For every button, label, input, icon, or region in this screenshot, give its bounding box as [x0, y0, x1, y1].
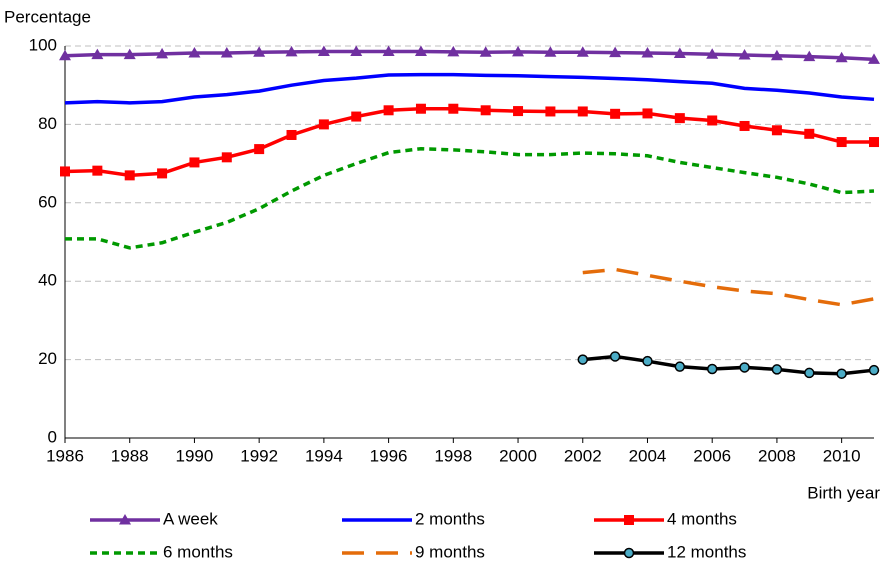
series-line	[582, 354, 875, 376]
marker	[673, 47, 686, 58]
marker	[642, 108, 653, 119]
y-tick-label: 20	[38, 349, 57, 368]
marker	[220, 47, 233, 58]
x-tick-label: 2002	[564, 446, 602, 465]
marker	[415, 103, 426, 114]
x-tick-label: 1988	[111, 446, 149, 465]
marker	[447, 45, 460, 57]
marker	[285, 45, 298, 57]
marker	[577, 106, 588, 117]
marker	[188, 47, 201, 58]
marker	[286, 129, 297, 140]
legend-label: 6 months	[163, 542, 233, 561]
x-tick-label: 2004	[629, 446, 667, 465]
marker	[59, 49, 71, 61]
marker	[739, 362, 750, 373]
marker	[156, 47, 169, 59]
marker	[544, 46, 557, 57]
marker	[868, 53, 880, 64]
legend-label: 9 months	[415, 542, 485, 561]
marker	[609, 351, 621, 362]
series-line	[65, 146, 875, 250]
marker	[189, 157, 200, 168]
marker	[221, 152, 232, 163]
marker	[157, 168, 168, 179]
x-tick-label: 1996	[370, 446, 408, 465]
marker	[351, 111, 362, 122]
x-tick-label: 2006	[693, 446, 731, 465]
y-tick-label: 60	[38, 192, 57, 211]
x-tick-label: 2010	[823, 446, 861, 465]
marker	[835, 51, 848, 63]
marker	[545, 106, 556, 117]
marker	[512, 45, 525, 57]
marker	[770, 49, 783, 61]
x-axis-label: Birth year	[807, 483, 880, 502]
x-tick-label: 1998	[434, 446, 472, 465]
y-axis-label: Percentage	[4, 7, 91, 26]
y-tick-label: 100	[29, 35, 57, 54]
marker	[317, 45, 330, 56]
marker	[123, 48, 136, 60]
marker	[623, 547, 635, 559]
marker	[803, 50, 816, 62]
marker	[382, 45, 395, 56]
marker	[119, 514, 131, 525]
marker	[350, 45, 363, 56]
legend-label: A week	[163, 509, 218, 528]
y-tick-label: 0	[48, 427, 57, 446]
marker	[254, 144, 265, 155]
series-line	[64, 72, 875, 105]
marker	[642, 355, 653, 367]
marker	[707, 115, 718, 126]
marker	[674, 113, 685, 124]
marker	[641, 47, 654, 58]
marker	[609, 46, 622, 58]
series-line	[582, 267, 875, 307]
marker	[479, 46, 492, 57]
series-line	[64, 49, 875, 62]
marker	[739, 120, 750, 131]
x-tick-label: 1990	[176, 446, 214, 465]
marker	[868, 364, 880, 376]
y-tick-label: 40	[38, 271, 57, 290]
legend-label: 4 months	[667, 509, 737, 528]
marker	[253, 46, 266, 57]
marker	[771, 125, 782, 136]
marker	[91, 48, 104, 60]
x-tick-label: 1986	[46, 446, 84, 465]
marker	[480, 105, 491, 116]
marker	[124, 170, 135, 181]
marker	[706, 48, 719, 59]
marker	[383, 105, 394, 116]
marker	[577, 354, 589, 365]
y-tick-label: 80	[38, 114, 57, 133]
marker	[414, 45, 427, 56]
marker	[92, 165, 103, 176]
marker	[60, 166, 70, 177]
marker	[804, 128, 815, 139]
marker	[318, 119, 329, 130]
marker	[836, 368, 847, 379]
marker	[836, 137, 847, 148]
x-tick-label: 1994	[305, 446, 343, 465]
marker	[771, 364, 783, 375]
x-tick-label: 2008	[758, 446, 796, 465]
marker	[738, 49, 751, 60]
x-tick-label: 1992	[240, 446, 278, 465]
marker	[624, 515, 634, 525]
marker	[513, 106, 524, 117]
marker	[804, 367, 815, 379]
marker	[610, 108, 621, 119]
marker	[674, 361, 686, 372]
marker	[869, 137, 879, 148]
x-tick-label: 2000	[499, 446, 537, 465]
series-line	[64, 106, 874, 178]
marker	[706, 363, 718, 375]
marker	[576, 46, 589, 57]
legend-label: 2 months	[415, 509, 485, 528]
marker	[448, 103, 459, 114]
legend-label: 12 months	[667, 542, 746, 561]
